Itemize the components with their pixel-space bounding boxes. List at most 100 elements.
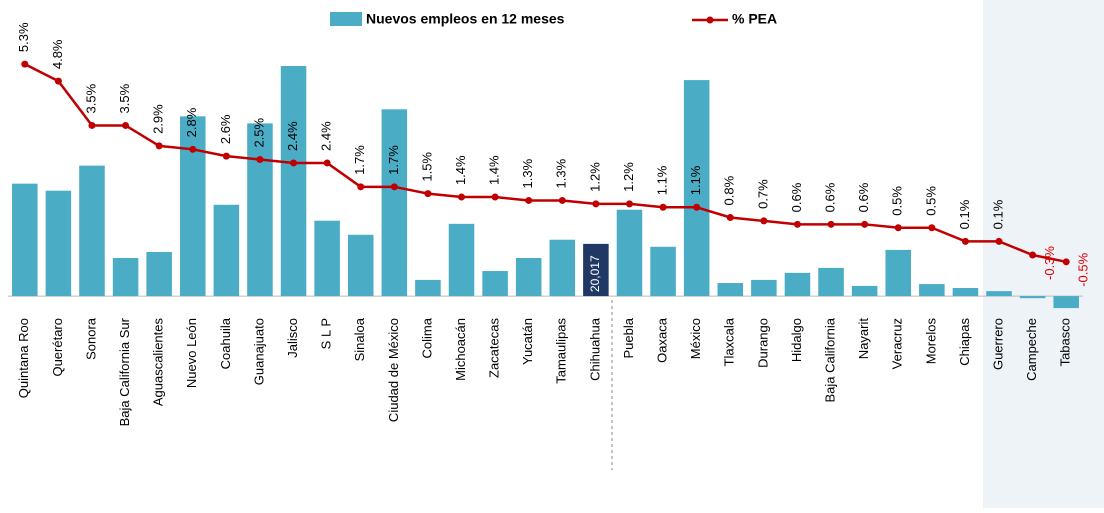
line-label: 0.5% [890, 186, 905, 216]
line-point [21, 60, 29, 68]
line-point [390, 183, 398, 191]
x-tick-label: Yucatán [520, 318, 535, 365]
line-point [323, 159, 331, 167]
line-point [995, 237, 1003, 245]
bar [79, 165, 105, 297]
line-point [54, 77, 62, 85]
bar [650, 246, 676, 297]
x-tick-label: Campeche [1024, 318, 1039, 381]
line-point [592, 200, 600, 208]
line-point [357, 183, 365, 191]
bar [717, 283, 744, 297]
line-point [424, 190, 432, 198]
legend-label: % PEA [732, 11, 777, 27]
line-label: 0.1% [990, 199, 1005, 229]
x-tick-label: Tamaulipas [554, 318, 569, 384]
x-tick-label: Coahuila [218, 317, 233, 369]
line-point [1029, 251, 1037, 259]
line-label: 1.1% [655, 165, 670, 195]
bar [919, 284, 945, 297]
bar [1019, 296, 1046, 299]
x-tick-label: Puebla [621, 317, 636, 358]
line-label: 0.8% [722, 175, 737, 205]
legend-swatch [330, 12, 362, 26]
bar [1053, 296, 1079, 309]
line-label: -0.5% [1076, 252, 1091, 286]
x-tick-label: Nuevo León [184, 318, 199, 388]
line-label: 0.7% [755, 179, 770, 209]
bar [347, 234, 374, 297]
bar [213, 204, 240, 297]
line-point [491, 193, 499, 201]
x-tick-label: Jalisco [285, 318, 300, 358]
line-label: 1.4% [487, 155, 502, 185]
bar [583, 243, 609, 297]
bar [448, 223, 475, 297]
x-tick-label: Tabasco [1058, 318, 1073, 366]
x-tick-label: Veracruz [890, 318, 905, 369]
line-point [122, 121, 130, 129]
x-tick-label: Aguascalientes [151, 318, 166, 407]
line-label: 1.5% [419, 152, 434, 182]
x-tick-label: Quintana Roo [16, 318, 31, 398]
bar [818, 267, 844, 297]
line-point [458, 193, 466, 201]
line-label: 0.6% [856, 182, 871, 212]
line-point [222, 152, 230, 160]
line-point [290, 159, 298, 167]
line-label: 2.8% [184, 107, 199, 137]
bar [280, 66, 307, 297]
bar [683, 80, 710, 297]
line-label: 1.3% [520, 158, 535, 188]
bar [751, 279, 777, 297]
line-label: 1.4% [453, 155, 468, 185]
x-tick-label: Tlaxcala [722, 317, 737, 366]
x-tick-label: Guerrero [990, 318, 1005, 370]
line-label: 1.1% [688, 165, 703, 195]
bar [952, 288, 979, 297]
line-point [793, 220, 801, 228]
line-label: 2.5% [251, 117, 266, 147]
bar [180, 116, 206, 297]
line-point [625, 200, 633, 208]
line-label: 0.6% [822, 182, 837, 212]
bar [549, 239, 576, 297]
legend-label: Nuevos empleos en 12 meses [366, 11, 565, 27]
x-tick-label: Chihuahua [587, 317, 602, 381]
line-point [894, 224, 902, 232]
bar [851, 285, 878, 297]
bar [12, 183, 38, 297]
line-point [189, 145, 197, 153]
line-label: 5.3% [16, 22, 31, 52]
line-point [726, 214, 734, 221]
x-tick-label: Baja California Sur [117, 317, 132, 426]
x-tick-label: Michoacán [453, 318, 468, 381]
line-label: -0.3% [1042, 246, 1057, 280]
line-label: 1.3% [554, 158, 569, 188]
line-label: 1.2% [587, 162, 602, 192]
line-label: 1.7% [386, 145, 401, 175]
line [24, 62, 1067, 264]
line-point [525, 196, 533, 204]
bar [482, 271, 508, 297]
line-label: 2.4% [285, 121, 300, 151]
line-point [827, 220, 835, 228]
x-tick-label: Zacatecas [487, 318, 502, 378]
bar [616, 209, 643, 297]
bar [986, 291, 1012, 297]
x-tick-label: Ciudad de México [386, 318, 401, 422]
x-tick-label: Hidalgo [789, 318, 804, 362]
line-point [1062, 258, 1070, 266]
line-point [928, 224, 936, 232]
bar [247, 123, 273, 297]
line-label: 0.1% [957, 199, 972, 229]
line-label: 0.5% [923, 186, 938, 216]
shaded-region [983, 0, 1104, 508]
line-point [693, 203, 701, 211]
bar [314, 220, 340, 297]
x-tick-label: México [688, 318, 703, 359]
line-point [861, 220, 869, 228]
line-label: 3.5% [117, 83, 132, 113]
line-point [558, 196, 566, 204]
